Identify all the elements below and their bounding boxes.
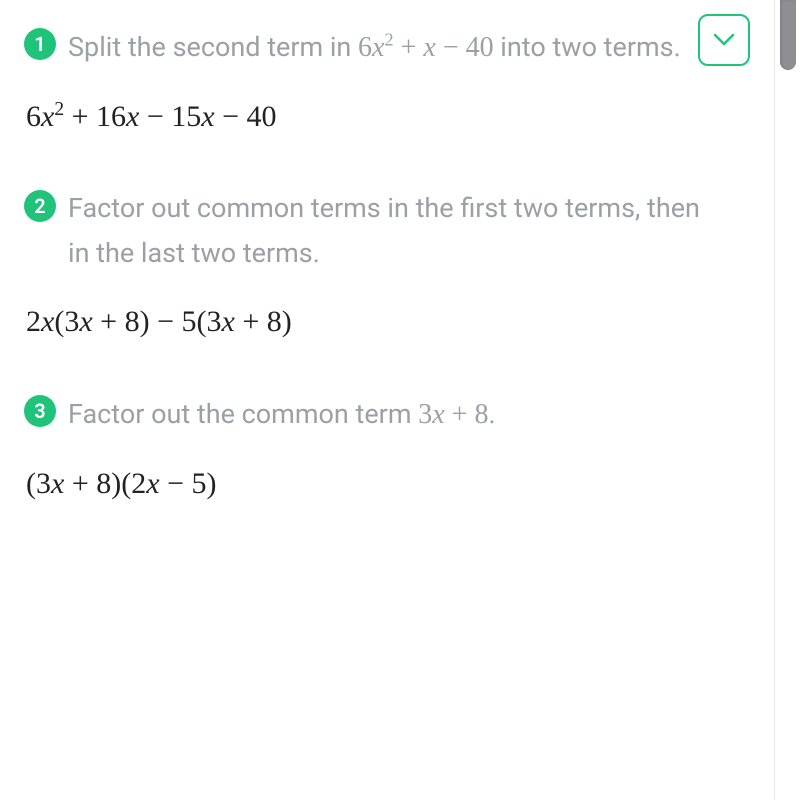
step-3-result: (3x + 8)(2x − 5) xyxy=(26,463,728,505)
scrollbar-thumb[interactable] xyxy=(780,0,796,70)
step-3-header: 3 Factor out the common term 3x + 8. xyxy=(24,391,728,439)
step-1-text-prefix: Split the second term in xyxy=(68,31,358,63)
step-1-result: 6x2 + 16x − 15x − 40 xyxy=(26,96,728,138)
step-1: 1 Split the second term in 6x2 + x − 40 … xyxy=(24,24,728,138)
step-3-text-suffix: . xyxy=(488,398,495,430)
step-2: 2 Factor out common terms in the first t… xyxy=(24,186,728,344)
step-3-text-prefix: Factor out the common term xyxy=(68,398,418,430)
step-1-inline-math: 6x2 + x − 40 xyxy=(358,32,494,63)
step-2-result: 2x(3x + 8) − 5(3x + 8) xyxy=(26,301,728,343)
step-2-badge: 2 xyxy=(24,190,56,222)
step-1-header: 1 Split the second term in 6x2 + x − 40 … xyxy=(24,24,728,72)
step-3-instruction: Factor out the common term 3x + 8. xyxy=(68,391,496,439)
scrollbar-track xyxy=(781,0,795,800)
step-2-header: 2 Factor out common terms in the first t… xyxy=(24,186,728,278)
step-1-instruction: Split the second term in 6x2 + x − 40 in… xyxy=(68,24,681,72)
step-3: 3 Factor out the common term 3x + 8. (3x… xyxy=(24,391,728,505)
step-3-inline-math: 3x + 8 xyxy=(418,399,488,430)
step-1-badge: 1 xyxy=(24,28,56,60)
collapse-button[interactable] xyxy=(698,14,750,66)
chevron-down-icon xyxy=(713,32,735,48)
step-1-text-suffix: into two terms. xyxy=(494,31,681,63)
solution-steps: 1 Split the second term in 6x2 + x − 40 … xyxy=(0,0,760,529)
vertical-scrollbar[interactable] xyxy=(774,0,800,800)
step-2-instruction: Factor out common terms in the first two… xyxy=(68,186,728,278)
step-3-badge: 3 xyxy=(24,395,56,427)
